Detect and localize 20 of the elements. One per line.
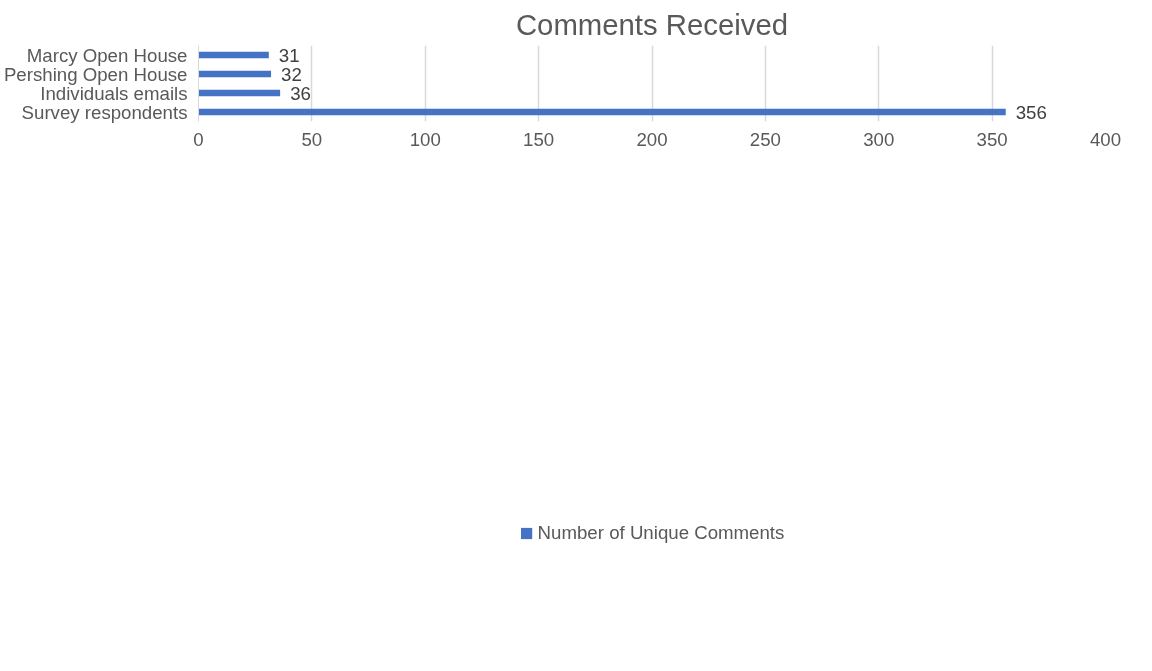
- data-label: 36: [290, 82, 311, 104]
- data-label: 31: [278, 44, 300, 66]
- x-tick-label: 300: [863, 128, 895, 150]
- bar: [198, 108, 1006, 116]
- y-tick-label: Survey respondents: [21, 101, 188, 123]
- x-tick-label: 0: [193, 128, 204, 150]
- x-tick-label: 150: [523, 128, 555, 150]
- x-tick-label: 50: [301, 128, 323, 150]
- legend-label: Number of Unique Comments: [537, 521, 785, 544]
- x-tick-label: 100: [409, 128, 441, 150]
- bar: [198, 51, 269, 59]
- y-tick-label: Marcy Open House: [26, 44, 188, 66]
- chart-title: Comments Received: [515, 7, 789, 41]
- x-tick-label: 400: [1089, 128, 1122, 150]
- bar: [198, 89, 281, 97]
- x-tick-label: 350: [976, 128, 1008, 150]
- x-tick-label: 250: [749, 128, 781, 150]
- x-tick-label: 200: [636, 128, 668, 150]
- data-label: 32: [281, 63, 302, 85]
- data-label: 356: [1015, 101, 1047, 123]
